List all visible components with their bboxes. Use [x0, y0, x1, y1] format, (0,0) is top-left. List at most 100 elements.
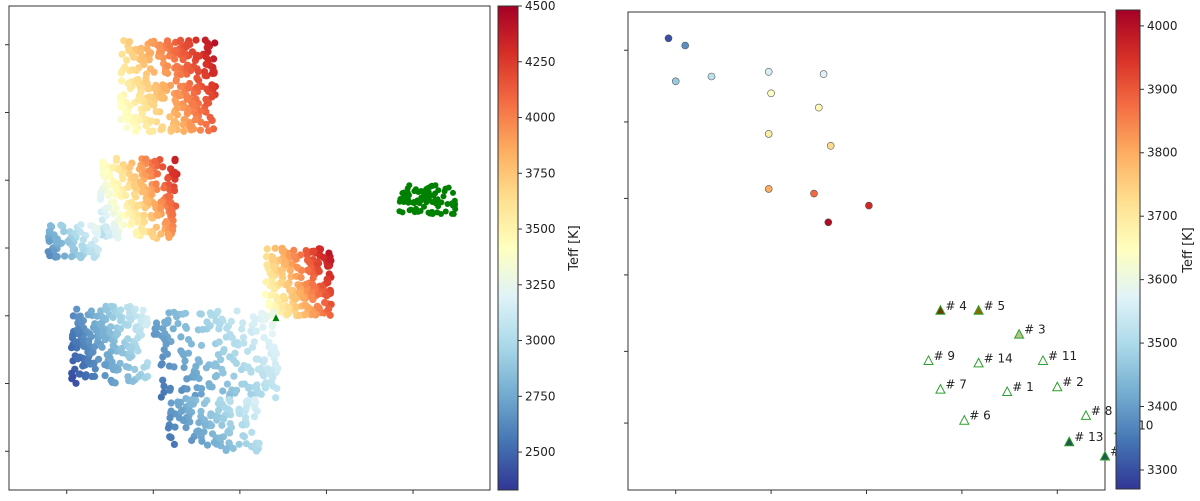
scatter-point	[230, 356, 238, 364]
scatter-point	[92, 326, 100, 334]
scatter-point	[295, 311, 303, 320]
scatter-point	[280, 292, 288, 300]
scatter-point	[68, 242, 76, 250]
scatter-point	[325, 249, 333, 257]
scatter-point	[103, 204, 111, 212]
scatter-point	[208, 93, 216, 101]
scatter-point	[99, 158, 107, 166]
circle-point	[865, 201, 873, 210]
scatter-point	[157, 230, 165, 238]
triangle-point	[1063, 436, 1075, 447]
scatter-point	[241, 413, 250, 421]
scatter-point	[150, 68, 158, 76]
scatter-point	[85, 338, 93, 346]
scatter-point	[181, 357, 189, 365]
scatter-point	[187, 401, 195, 409]
scatter-point	[160, 82, 168, 90]
right-colorbar-tick-label: 3300	[1147, 463, 1178, 477]
scatter-point	[302, 311, 310, 319]
scatter-point	[239, 333, 248, 341]
scatter-point	[97, 191, 105, 200]
left-colorbar-ticks: 2500 2750 3000 3250 3500 3750 4000 4250 4500	[518, 0, 556, 459]
scatter-point	[143, 319, 151, 327]
labeled-triangle-marker: # 5	[973, 299, 1005, 315]
scatter-point	[122, 192, 130, 200]
right-scatter-panel: # 4# 5# 3# 9# 14# 11# 7# 1# 2# 6# 8# 10#…	[624, 11, 1153, 494]
scatter-point	[277, 278, 285, 286]
scatter-point	[250, 383, 258, 391]
scatter-point	[133, 76, 141, 84]
scatter-point	[101, 372, 109, 380]
scatter-point	[164, 174, 172, 182]
scatter-point	[258, 309, 266, 317]
scatter-point	[102, 211, 110, 220]
triangle-point	[973, 357, 984, 368]
highlight-point	[400, 199, 407, 205]
scatter-point	[136, 328, 144, 336]
scatter-point	[125, 170, 133, 178]
scatter-point	[290, 252, 298, 260]
scatter-point	[183, 40, 191, 48]
scatter-point	[173, 104, 181, 112]
scatter-point	[164, 62, 172, 70]
highlight-point	[404, 185, 411, 192]
scatter-point	[142, 155, 150, 163]
scatter-point	[138, 110, 146, 118]
scatter-point	[203, 43, 211, 52]
scatter-point	[142, 104, 150, 112]
scatter-point	[177, 70, 185, 79]
scatter-point	[219, 369, 227, 377]
highlight-point	[442, 208, 449, 215]
scatter-point	[164, 192, 172, 200]
scatter-point	[185, 407, 193, 415]
scatter-point	[157, 198, 165, 206]
scatter-point	[117, 306, 125, 314]
scatter-point	[261, 290, 269, 299]
scatter-point	[126, 102, 134, 110]
left-colorbar-bar	[497, 5, 519, 491]
scatter-point	[140, 363, 148, 371]
scatter-point	[105, 328, 113, 337]
triangle-label: # 8	[1091, 404, 1113, 418]
scatter-point	[296, 288, 304, 296]
scatter-point	[218, 421, 226, 429]
scatter-point	[130, 53, 138, 61]
scatter-point	[222, 333, 230, 341]
scatter-point	[165, 199, 174, 207]
triangle-label: # 7	[945, 378, 967, 392]
scatter-point	[105, 189, 113, 198]
scatter-point	[301, 301, 309, 309]
labeled-triangle-marker: # 3	[1013, 323, 1046, 339]
scatter-point	[109, 163, 117, 171]
scatter-point	[143, 45, 151, 53]
scatter-point	[118, 349, 126, 357]
scatter-point	[215, 406, 223, 414]
scatter-point	[118, 50, 126, 58]
scatter-point	[182, 424, 190, 432]
scatter-point	[97, 307, 105, 315]
highlight-point	[427, 210, 433, 217]
scatter-point	[198, 385, 206, 393]
scatter-point	[205, 380, 213, 388]
scatter-point	[147, 117, 155, 125]
scatter-point	[69, 331, 77, 339]
scatter-point	[171, 157, 179, 165]
scatter-point	[286, 266, 294, 275]
scatter-point	[222, 445, 231, 453]
scatter-point	[124, 373, 132, 381]
scatter-point	[265, 301, 273, 309]
scatter-point	[129, 66, 137, 74]
scatter-point	[208, 81, 216, 89]
scatter-point	[153, 185, 161, 194]
scatter-point	[252, 327, 261, 335]
right-colorbar-ticks: 3300 3400 3500 3600 3700 3800 3900 4000	[1140, 19, 1178, 477]
scatter-point	[169, 211, 177, 219]
scatter-point	[255, 389, 263, 397]
scatter-point	[114, 234, 122, 242]
right-colorbar-label: Teff [K]	[1181, 227, 1196, 274]
scatter-point	[265, 338, 273, 346]
scatter-point	[197, 407, 205, 415]
scatter-point	[166, 113, 174, 121]
scatter-point	[111, 363, 119, 371]
